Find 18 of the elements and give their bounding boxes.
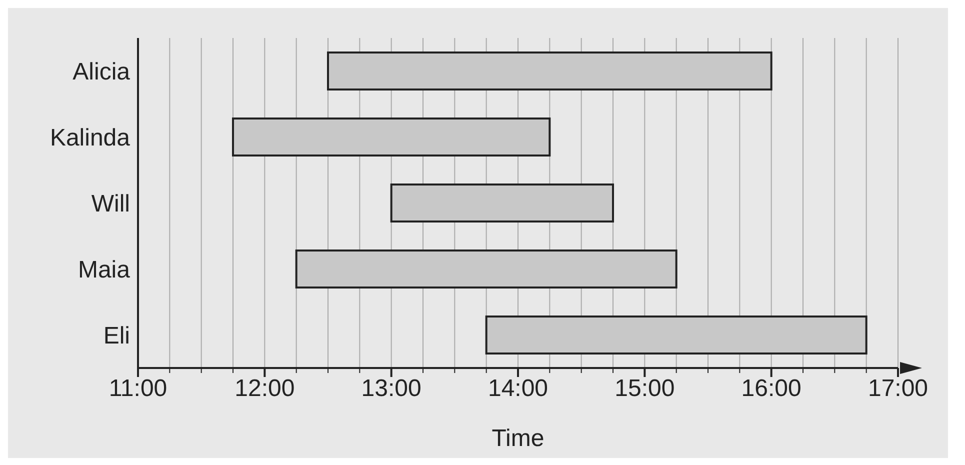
y-tick-label: Alicia xyxy=(72,58,131,86)
bar xyxy=(390,184,614,223)
bar xyxy=(327,52,772,91)
y-tick-label: Kalinda xyxy=(50,124,131,152)
x-tick-label: 16:00 xyxy=(741,375,802,402)
bar xyxy=(485,316,868,355)
x-tick-label: 17:00 xyxy=(868,375,928,402)
x-tick-label: 14:00 xyxy=(488,375,548,402)
x-tick-label: 15:00 xyxy=(614,375,675,402)
y-tick-label: Will xyxy=(91,190,130,218)
x-tick-label: 13:00 xyxy=(361,375,422,402)
y-tick-label: Maia xyxy=(78,256,131,284)
bar xyxy=(295,250,678,289)
y-tick-label: Eli xyxy=(103,322,130,350)
x-tick-label: 11:00 xyxy=(108,375,168,402)
x-tick-label: 12:00 xyxy=(234,375,295,402)
bar xyxy=(232,118,551,157)
x-axis-title: Time xyxy=(492,425,544,452)
